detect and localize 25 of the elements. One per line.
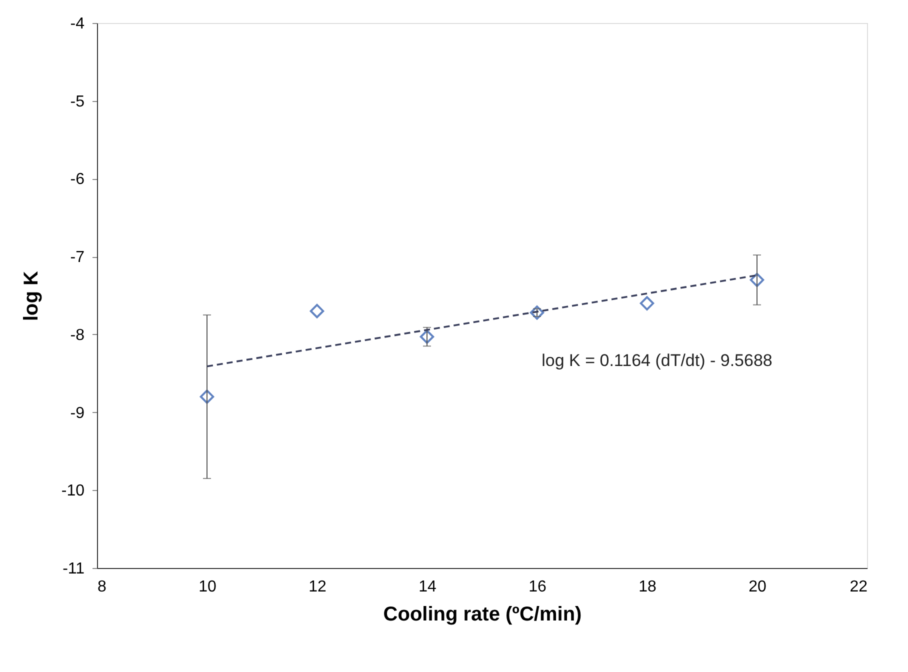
y-tick-label: -9 — [70, 404, 85, 422]
y-tick-label: -11 — [62, 560, 85, 578]
y-tick-label: -7 — [70, 249, 85, 266]
x-tick-label: 10 — [198, 578, 216, 596]
x-tick-label: 18 — [638, 578, 656, 596]
point — [640, 296, 654, 310]
point — [200, 390, 214, 404]
y-tick-label: -4 — [70, 16, 85, 32]
y-tick-label: -8 — [70, 326, 85, 344]
point — [310, 304, 324, 318]
y-tick-label: -6 — [70, 171, 85, 188]
y-tick-label: -10 — [61, 482, 85, 500]
y-axis-title: log K — [20, 270, 42, 321]
point — [420, 330, 434, 344]
point — [530, 306, 544, 320]
x-tick-label: 8 — [98, 578, 106, 596]
point — [750, 272, 764, 288]
annotation: log K = 0.1164 (dT/dt) - 9.5688 — [542, 351, 772, 370]
x-tick-label: 12 — [308, 578, 326, 596]
y-tick-label: -5 — [70, 93, 85, 110]
x-axis-title: Cooling rate (ºC/min) — [383, 604, 582, 626]
x-tick-label: 16 — [528, 578, 546, 596]
x-tick-label: 14 — [418, 578, 436, 596]
x-tick-label: 22 — [850, 578, 868, 596]
x-tick-label: 20 — [748, 578, 766, 596]
